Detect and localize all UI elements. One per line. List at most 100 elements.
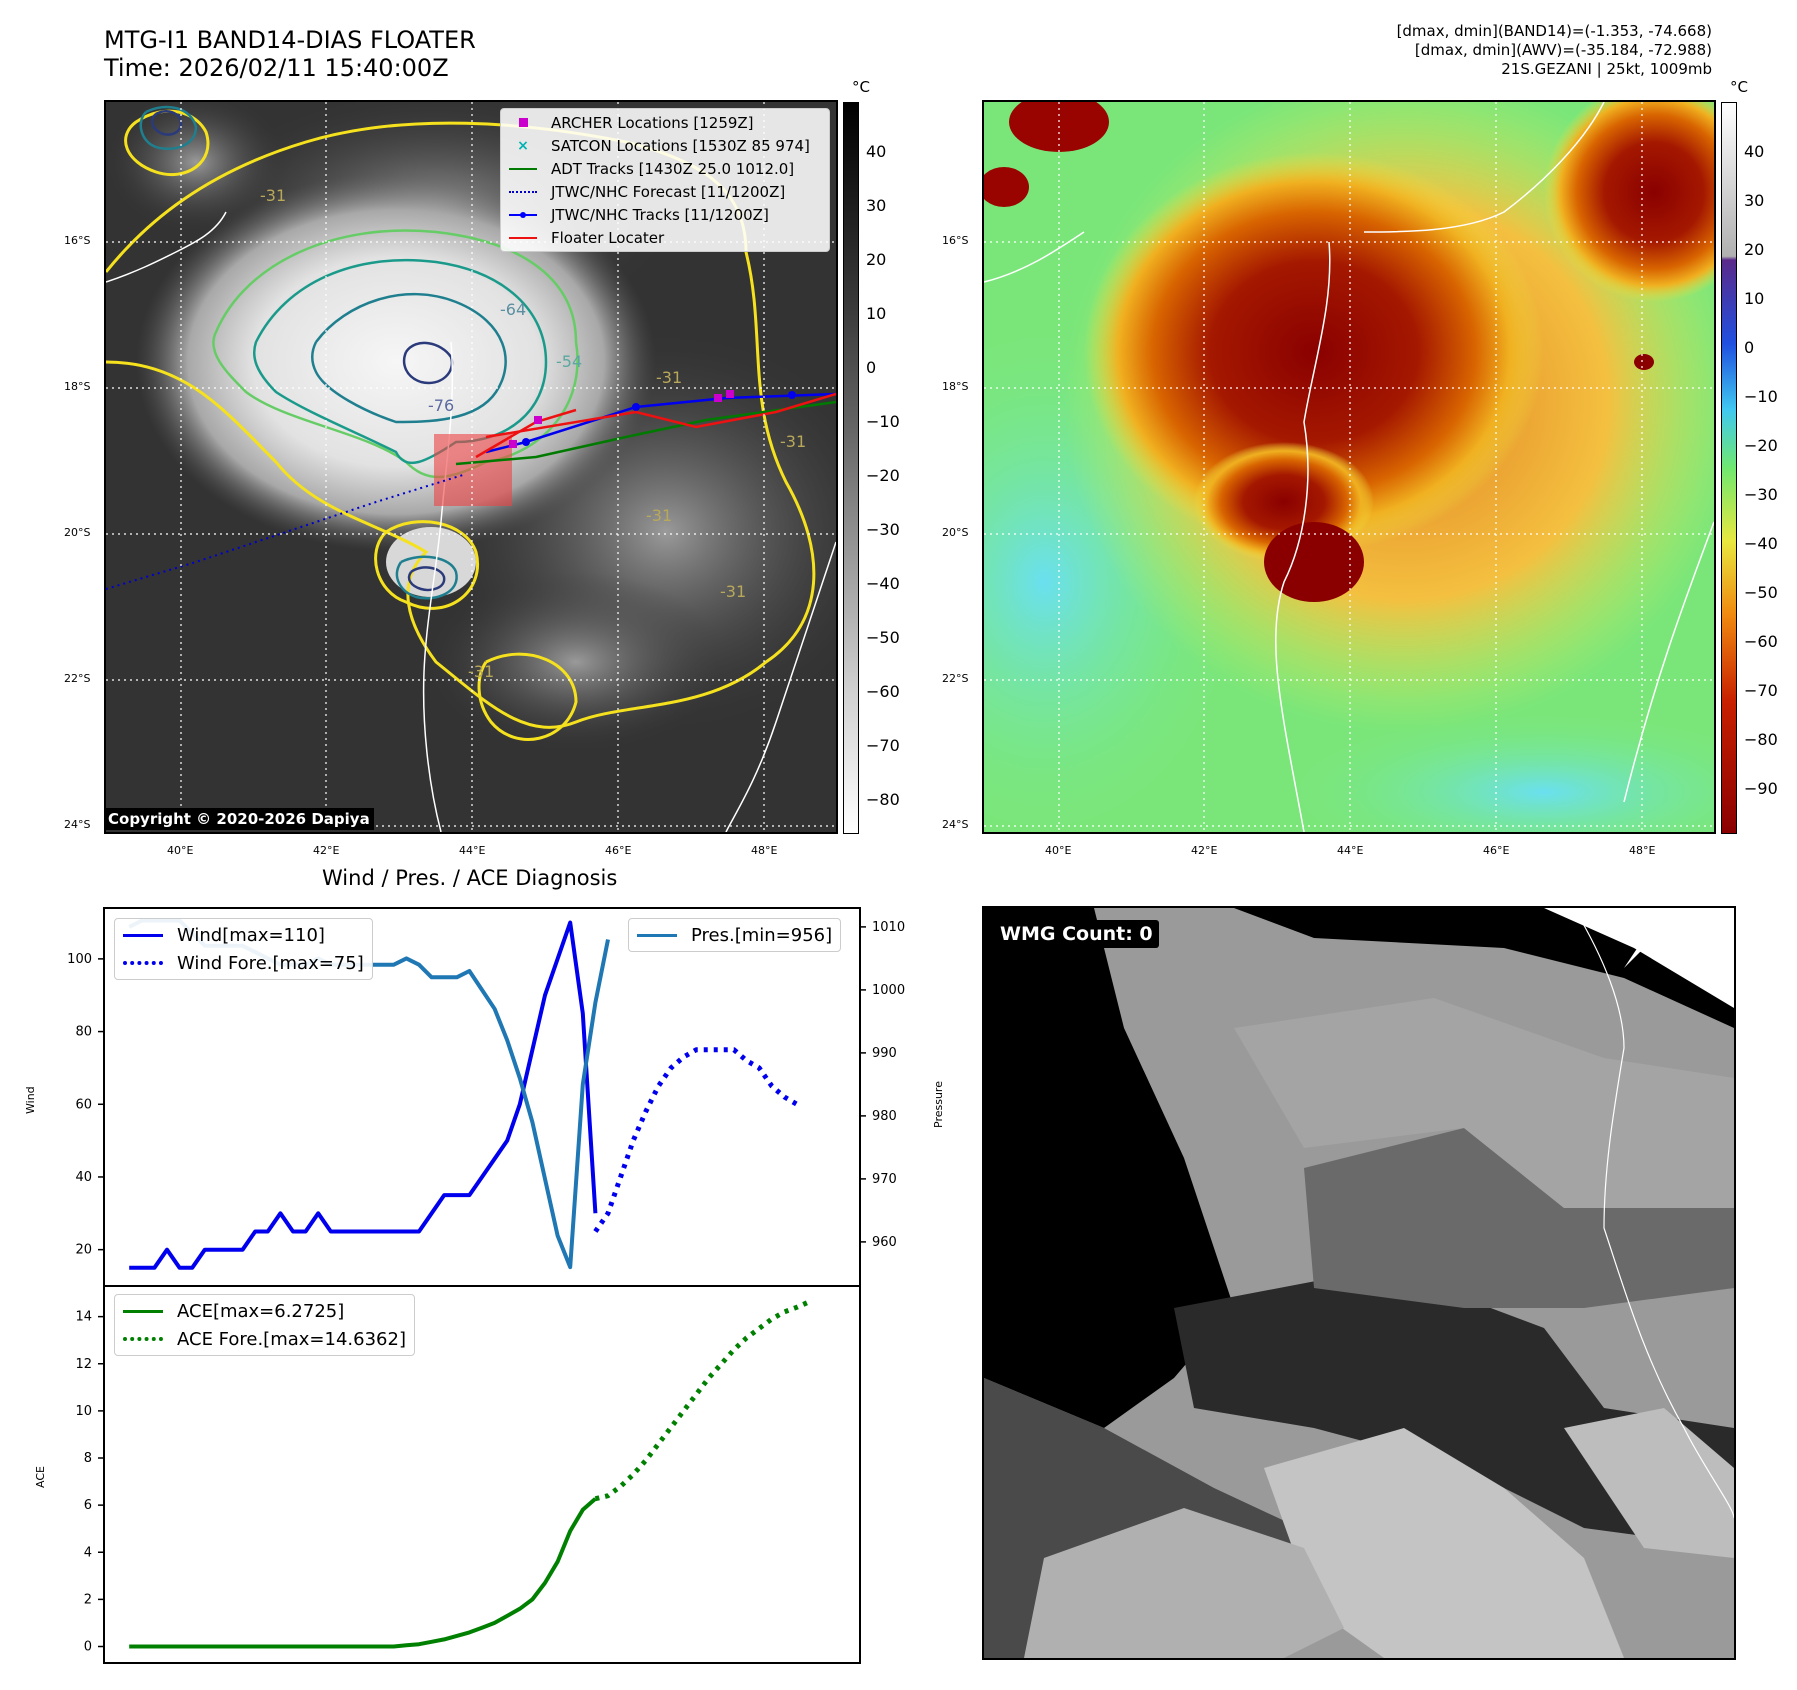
ir-colorbar-tick: −80 [866, 790, 900, 809]
lon-label: 44°E [459, 844, 486, 857]
wv-map-panel [982, 100, 1716, 834]
contour-label: -31 [656, 368, 683, 387]
lat-label: 20°S [64, 526, 91, 539]
wind-axis-label: Wind [24, 1086, 37, 1114]
ir-colorbar-tick: 10 [866, 304, 887, 323]
lat-label: 18°S [942, 380, 969, 393]
lon-label: 40°E [1045, 844, 1072, 857]
ace-axis-label: ACE [34, 1466, 47, 1488]
ace-axis-tick-label: 0 [84, 1640, 92, 1655]
wv-colorbar-tick: 30 [1744, 191, 1765, 210]
wmg-panel [982, 906, 1736, 1660]
wv-colorbar-tick: −50 [1744, 583, 1778, 602]
line-marker-icon [509, 231, 537, 245]
ir-colorbar-tick: −30 [866, 520, 900, 539]
legend-item-wind-forecast: Wind Fore.[max=75] [115, 949, 372, 977]
contour-label: -31 [720, 582, 747, 601]
lat-label: 18°S [64, 380, 91, 393]
wv-colorbar [1721, 102, 1737, 834]
lat-label: 22°S [64, 672, 91, 685]
ir-colorbar-tick: −60 [866, 682, 900, 701]
series-line-ace [129, 1497, 597, 1649]
pressure-axis-tick-label: 960 [872, 1235, 897, 1250]
wind-axis-tick-label: 80 [75, 1025, 92, 1040]
wind-axis-tick-label: 20 [75, 1243, 92, 1258]
pressure-axis-tick-label: 970 [872, 1172, 897, 1187]
ir-legend: ARCHER Locations [1259Z] × SATCON Locatio… [500, 108, 830, 252]
lon-label: 42°E [313, 844, 340, 857]
x-marker-icon: × [517, 137, 529, 154]
info-line-1: [dmax, dmin](BAND14)=(-1.353, -74.668) [1396, 22, 1712, 40]
legend-item-pressure: Pres.[min=956] [629, 921, 840, 949]
wv-colorbar-tick: −80 [1744, 730, 1778, 749]
info-line-3: 21S.GEZANI | 25kt, 1009mb [1501, 60, 1712, 78]
pressure-axis-tick-label: 990 [872, 1046, 897, 1061]
wv-colorbar-tick: −70 [1744, 681, 1778, 700]
contour-label: -31 [260, 186, 287, 205]
pressure-axis-label: Pressure [932, 1081, 945, 1128]
lon-label: 48°E [1629, 844, 1656, 857]
series-line-ace-fore [594, 1299, 811, 1502]
ir-colorbar-tick: 40 [866, 142, 887, 161]
ir-colorbar-unit: °C [852, 78, 870, 96]
dotted-line-icon [123, 956, 163, 970]
wv-colorbar-tick: 10 [1744, 289, 1765, 308]
wv-colorbar-unit: °C [1730, 78, 1748, 96]
lon-label: 46°E [1483, 844, 1510, 857]
wv-colorbar-tick: −40 [1744, 534, 1778, 553]
wv-colorbar-tick: 20 [1744, 240, 1765, 259]
wv-colorbar-tick: −30 [1744, 485, 1778, 504]
wind-axis-tick-label: 40 [75, 1170, 92, 1185]
legend-item-satcon: × SATCON Locations [1530Z 85 974] [501, 134, 829, 157]
dotted-line-icon [509, 185, 537, 199]
storm-info: [dmax, dmin](BAND14)=(-1.353, -74.668) [… [1397, 22, 1712, 79]
ir-colorbar-tick: −10 [866, 412, 900, 431]
ace-axis-tick-label: 4 [84, 1545, 92, 1560]
diagnosis-title: Wind / Pres. / ACE Diagnosis [322, 866, 618, 890]
figure-title: MTG-I1 BAND14-DIAS FLOATER Time: 2026/02… [104, 26, 476, 82]
pressure-legend: Pres.[min=956] [628, 918, 842, 952]
ir-colorbar-tick: 20 [866, 250, 887, 269]
ace-axis-tick-label: 14 [75, 1310, 92, 1325]
lat-label: 16°S [942, 234, 969, 247]
lon-label: 48°E [751, 844, 778, 857]
dotted-line-icon [123, 1332, 163, 1346]
ir-colorbar-tick: 0 [866, 358, 877, 377]
ir-colorbar-tick: −20 [866, 466, 900, 485]
lat-label: 24°S [64, 818, 91, 831]
ace-axes-frame [103, 1285, 861, 1664]
ace-axis-tick-label: 10 [75, 1404, 92, 1419]
line-marker-icon [637, 928, 677, 942]
legend-item-ace: ACE[max=6.2725] [115, 1297, 414, 1325]
ace-axis-tick-label: 2 [84, 1592, 92, 1607]
contour-label: -31 [780, 432, 807, 451]
ir-colorbar-tick: 30 [866, 196, 887, 215]
legend-item-wind: Wind[max=110] [115, 921, 372, 949]
copyright-label: Copyright © 2020-2026 Dapiya [104, 808, 374, 830]
wind-axis-tick-label: 100 [67, 952, 92, 967]
legend-item-floater: Floater Locater [501, 226, 829, 249]
legend-item-adt: ADT Tracks [1430Z 25.0 1012.0] [501, 157, 829, 180]
ir-colorbar-tick: −40 [866, 574, 900, 593]
lon-label: 40°E [167, 844, 194, 857]
title-line-1: MTG-I1 BAND14-DIAS FLOATER [104, 26, 476, 54]
wv-colorbar-tick: 0 [1744, 338, 1755, 357]
wmg-count-label: WMG Count: 0 [994, 920, 1159, 948]
ir-colorbar-tick: −50 [866, 628, 900, 647]
pressure-axis-tick-label: 1000 [872, 983, 905, 998]
wv-colorbar-tick: 40 [1744, 142, 1765, 161]
wind-axis-tick-label: 60 [75, 1097, 92, 1112]
wv-imagery [984, 102, 1714, 832]
contour-label: -31 [468, 662, 495, 681]
lon-label: 44°E [1337, 844, 1364, 857]
series-line-wind-fore [593, 1047, 799, 1233]
contour-label: -64 [500, 300, 527, 319]
lat-label: 24°S [942, 818, 969, 831]
wv-colorbar-tick: −60 [1744, 632, 1778, 651]
ir-colorbar [843, 102, 859, 834]
wind-legend: Wind[max=110] Wind Fore.[max=75] [114, 918, 373, 980]
contour-label: -76 [428, 396, 455, 415]
title-line-2: Time: 2026/02/11 15:40:00Z [104, 54, 449, 82]
lat-label: 16°S [64, 234, 91, 247]
pressure-axis-tick-label: 1010 [872, 920, 905, 935]
